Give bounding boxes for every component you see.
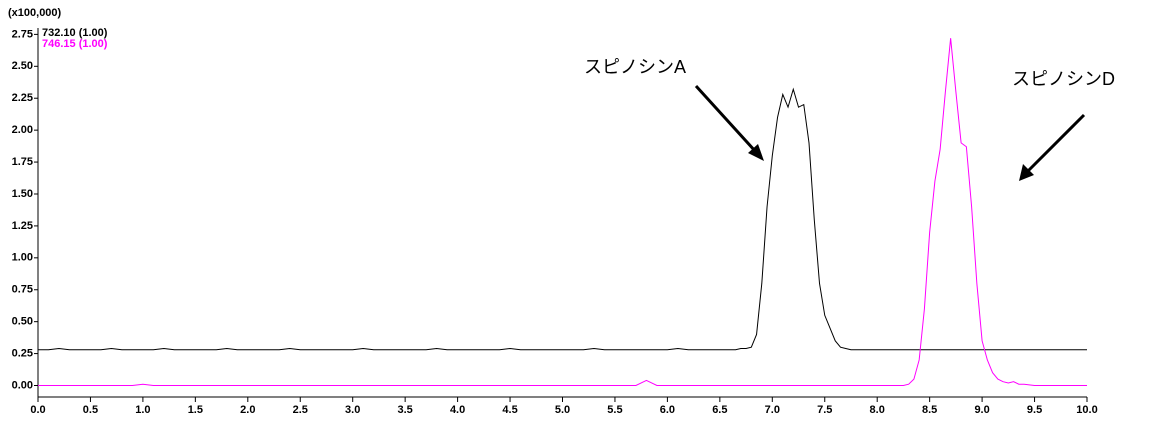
y-tick-label: 1.25 <box>12 220 33 232</box>
y-tick-label: 1.50 <box>12 188 33 200</box>
x-tick-label: 3.5 <box>398 404 413 416</box>
legend-label: 746.15 (1.00) <box>42 38 108 50</box>
annotation: スピノシンD <box>1012 69 1115 89</box>
x-tick-label: 7.0 <box>765 404 780 416</box>
y-tick-label: 2.00 <box>12 124 33 136</box>
legend-label: 732.10 (1.00) <box>42 27 108 39</box>
x-tick-label: 5.0 <box>555 404 570 416</box>
arrow <box>694 84 764 161</box>
y-tick-label: 2.25 <box>12 92 33 104</box>
series-line <box>38 87 1087 351</box>
x-tick-label: 6.0 <box>660 404 675 416</box>
x-tick-label: 2.0 <box>240 404 255 416</box>
annotation: スピノシンA <box>584 57 686 77</box>
y-unit-label: (x100,000) <box>8 7 62 19</box>
x-tick-label: 10.0 <box>1076 404 1097 416</box>
x-tick-label: 6.5 <box>712 404 727 416</box>
arrow <box>1019 113 1086 181</box>
x-tick-label: 8.0 <box>870 404 885 416</box>
x-tick-label: 9.5 <box>1027 404 1042 416</box>
y-tick-label: 2.75 <box>12 28 33 40</box>
x-tick-label: 4.5 <box>502 404 517 416</box>
x-tick-label: 8.5 <box>922 404 937 416</box>
x-tick-label: 5.5 <box>607 404 622 416</box>
y-tick-label: 0.25 <box>12 347 33 359</box>
x-tick-label: 0.5 <box>83 404 98 416</box>
x-tick-label: 4.0 <box>450 404 465 416</box>
x-tick-label: 0.0 <box>30 404 45 416</box>
y-tick-label: 0.00 <box>12 379 33 391</box>
series-line <box>38 38 1087 387</box>
y-tick-label: 2.50 <box>12 60 33 72</box>
y-tick-label: 0.75 <box>12 284 33 296</box>
x-tick-label: 1.5 <box>188 404 203 416</box>
x-tick-label: 2.5 <box>293 404 308 416</box>
x-tick-label: 3.0 <box>345 404 360 416</box>
y-tick-label: 1.75 <box>12 156 33 168</box>
y-tick-label: 0.50 <box>12 316 33 328</box>
x-tick-label: 9.0 <box>974 404 989 416</box>
x-tick-label: 7.5 <box>817 404 832 416</box>
y-tick-label: 1.00 <box>12 252 33 264</box>
x-tick-label: 1.0 <box>135 404 150 416</box>
